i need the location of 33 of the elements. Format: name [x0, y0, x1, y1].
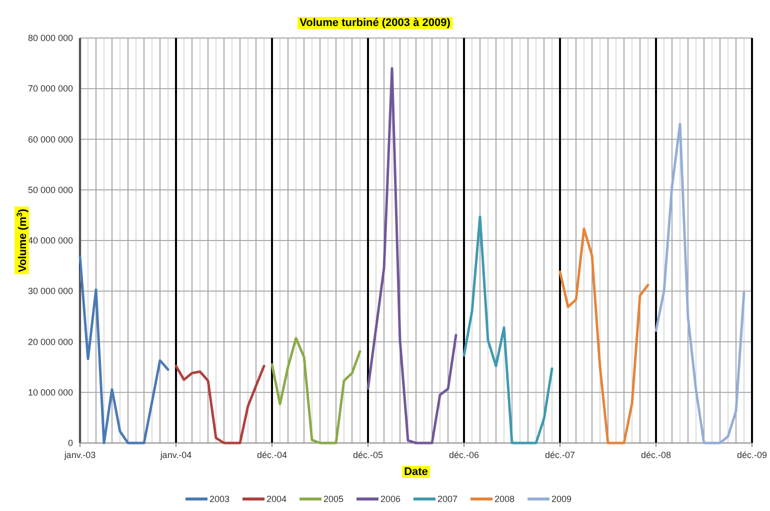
legend-label: 2004 — [266, 494, 287, 504]
y-tick-label: 50 000 000 — [28, 184, 73, 195]
line-series — [654, 122, 746, 444]
y-tick-label: 20 000 000 — [28, 336, 73, 347]
x-tick-label: déc.-09 — [736, 450, 768, 460]
x-axis-title: Date — [404, 466, 428, 478]
legend-label: 2005 — [324, 494, 344, 504]
y-tick-label: 80 000 000 — [28, 33, 73, 43]
line-series — [174, 364, 266, 444]
x-tick-label: déc.-08 — [640, 450, 672, 460]
x-tick-label: déc.-06 — [448, 450, 480, 460]
line-series — [366, 67, 458, 444]
x-tick-label: janv.-03 — [63, 450, 96, 460]
line-series — [462, 215, 554, 444]
legend-label: 2009 — [552, 494, 572, 504]
line-series — [558, 228, 650, 444]
y-tick-label: 10 000 000 — [28, 387, 73, 398]
legend-label: 2006 — [380, 494, 401, 504]
y-tick-label: 70 000 000 — [28, 84, 73, 94]
x-tick-label: déc.-07 — [544, 450, 576, 460]
line-series — [270, 336, 362, 444]
x-tick-label: déc.-04 — [256, 450, 288, 460]
y-tick-label: 0 — [68, 438, 73, 448]
chart-title: Volume turbiné (2003 à 2009) — [300, 17, 451, 29]
y-tick-label: 30 000 000 — [28, 286, 73, 296]
y-tick-label: 60 000 000 — [28, 134, 73, 144]
legend-label: 2007 — [438, 494, 458, 504]
legend-label: 2008 — [494, 494, 515, 504]
x-tick-label: janv.-04 — [159, 450, 192, 460]
x-tick-label: déc.-05 — [352, 450, 384, 460]
y-tick-label: 40 000 000 — [28, 236, 73, 246]
line-series — [78, 255, 170, 444]
legend-label: 2003 — [210, 494, 230, 504]
